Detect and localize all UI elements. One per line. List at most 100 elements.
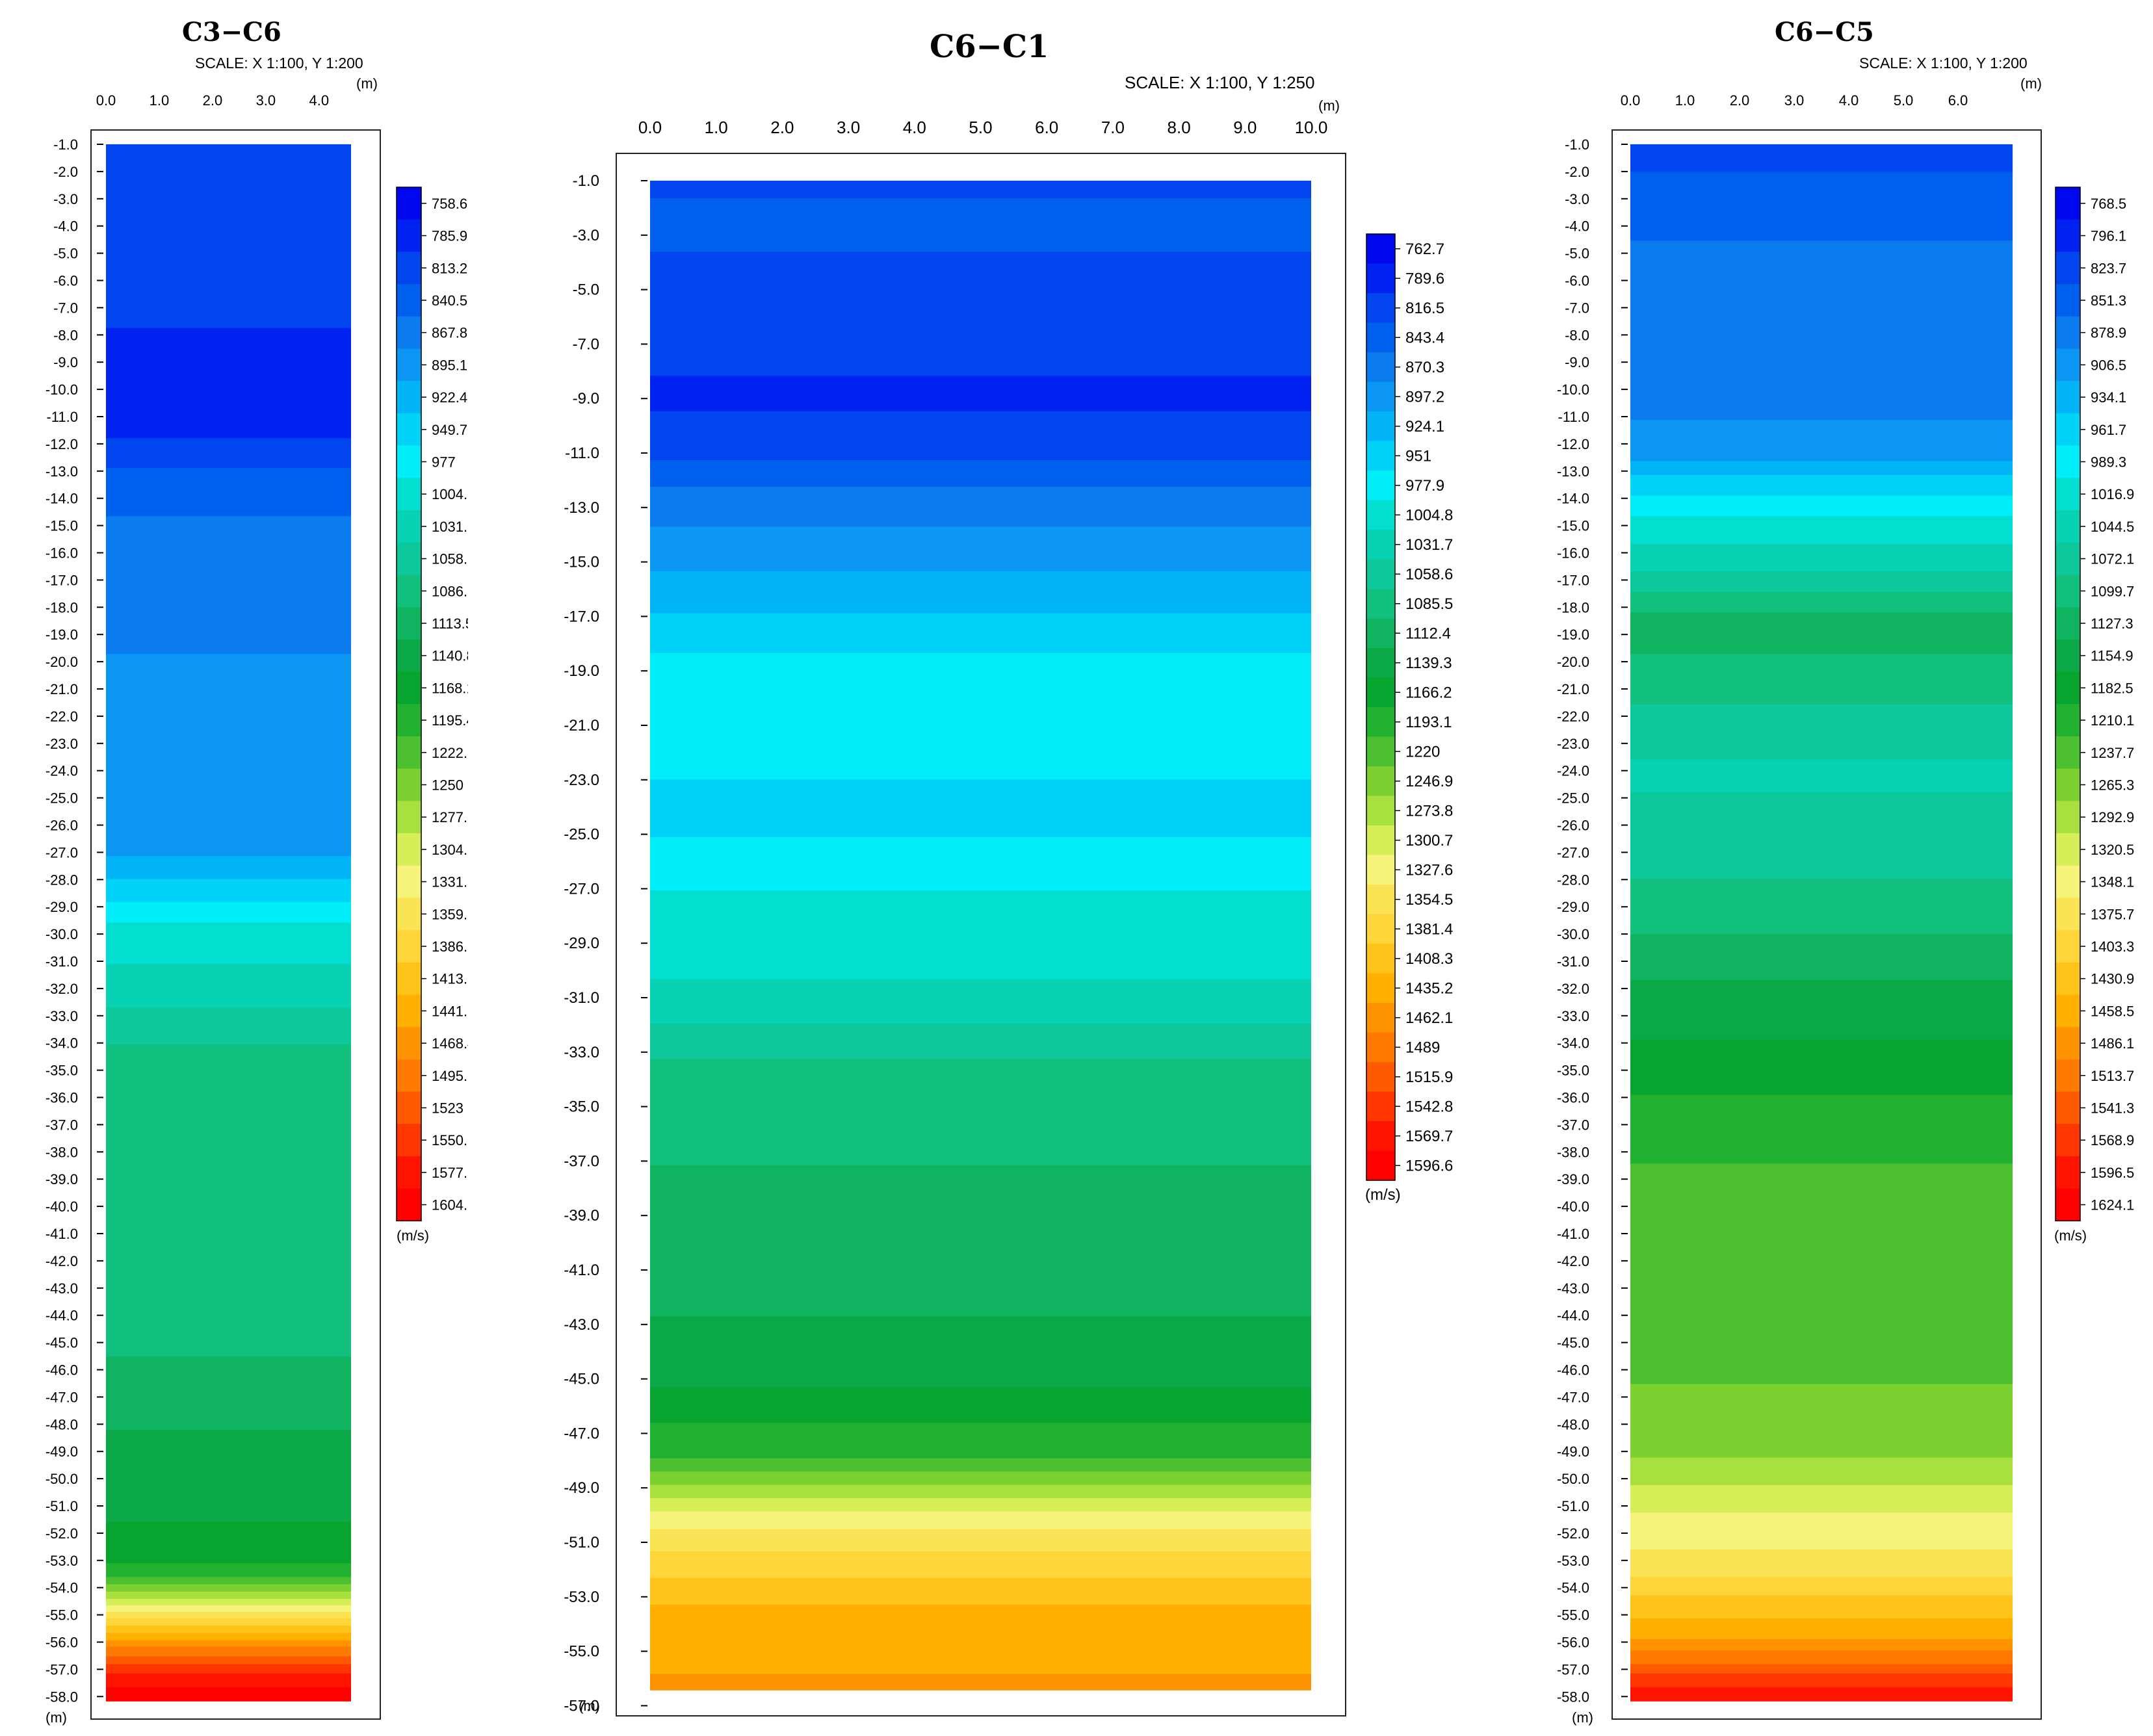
velocity-band xyxy=(650,411,1311,421)
y-tick-label: -31.0 xyxy=(46,953,78,970)
velocity-band xyxy=(106,1668,351,1674)
velocity-band xyxy=(1630,1081,2013,1096)
velocity-band xyxy=(1630,516,2013,524)
y-tick-label: -5.0 xyxy=(1565,246,1589,262)
colorbar-swatch xyxy=(2055,671,2080,705)
velocity-band xyxy=(106,392,351,402)
velocity-band xyxy=(106,488,351,497)
velocity-band xyxy=(650,837,1311,847)
velocity-band xyxy=(1630,1668,2013,1674)
colorbar-swatch xyxy=(1366,293,1395,324)
y-tick-label: -7.0 xyxy=(53,300,78,316)
y-tick-label: -53.0 xyxy=(564,1588,599,1606)
velocity-band xyxy=(650,1638,1311,1646)
velocity-band xyxy=(650,420,1311,430)
velocity-band xyxy=(650,653,1311,660)
y-axis-unit: (m) xyxy=(579,1698,600,1714)
velocity-band xyxy=(1630,1625,2013,1633)
velocity-band xyxy=(650,1387,1311,1397)
velocity-band xyxy=(650,1684,1311,1691)
panel-c3-c6: C3−C6 SCALE: X 1:100, Y 1:200 (m) 0.0 1.0… xyxy=(0,0,468,1736)
velocity-band xyxy=(650,1299,1311,1317)
velocity-band xyxy=(650,207,1311,217)
colorbar-swatch xyxy=(1366,1062,1395,1093)
velocity-band xyxy=(1630,1356,2013,1371)
colorbar-label: 1331.9 xyxy=(432,874,468,890)
y-tick-label: -27.0 xyxy=(564,880,599,898)
velocity-band xyxy=(106,438,351,448)
velocity-band xyxy=(650,1657,1311,1664)
velocity-band xyxy=(106,695,351,723)
velocity-band xyxy=(106,1163,351,1192)
velocity-band xyxy=(650,1440,1311,1450)
panel-c6-c1: C6−C1 SCALE: X 1:100, Y 1:250 (m) 0.0 1.0… xyxy=(564,29,1453,1717)
x-tick-label: 2.0 xyxy=(203,92,223,109)
y-tick-label: -3.0 xyxy=(53,191,78,207)
velocity-band xyxy=(1630,470,2013,476)
colorbar-swatch xyxy=(397,736,421,770)
velocity-band xyxy=(1630,1067,2013,1082)
velocity-band xyxy=(106,879,351,885)
velocity-band xyxy=(1630,952,2013,963)
velocity-band xyxy=(1630,564,2013,572)
velocity-band xyxy=(650,1015,1311,1024)
velocity-band xyxy=(650,1280,1311,1299)
colorbar-swatch xyxy=(2055,833,2080,866)
velocity-band xyxy=(650,1598,1311,1605)
velocity-band xyxy=(106,1007,351,1018)
velocity-band xyxy=(650,1604,1311,1612)
velocity-band xyxy=(650,1023,1311,1033)
y-tick-label: -36.0 xyxy=(1557,1090,1589,1106)
velocity-band xyxy=(106,1584,351,1589)
colorbar-frame xyxy=(1366,233,1396,1181)
velocity-band xyxy=(650,1405,1311,1415)
y-axis: -1.0 -3.0 -5.0 -7.0 -9.0 -11.0 -13.0 -15.0 -17.0… xyxy=(564,172,647,1715)
colorbar-label: 1210.1 xyxy=(2091,712,2134,729)
y-tick-label: -23.0 xyxy=(564,771,599,789)
velocity-band xyxy=(1630,660,2013,669)
colorbar-swatch xyxy=(397,478,421,511)
colorbar-label: 1495.7 xyxy=(432,1068,468,1084)
velocity-band xyxy=(650,726,1311,740)
velocity-band xyxy=(106,989,351,999)
velocity-band xyxy=(106,1656,351,1661)
velocity-band xyxy=(1630,296,2013,311)
velocity-band xyxy=(106,383,351,393)
colorbar-swatch xyxy=(2055,768,2080,801)
colorbar-label: 1166.2 xyxy=(1405,684,1452,701)
velocity-band xyxy=(650,1076,1311,1087)
velocity-band xyxy=(650,633,1311,641)
velocity-band xyxy=(1630,461,2013,467)
velocity-band xyxy=(106,1411,351,1421)
velocity-band xyxy=(650,779,1311,794)
velocity-band xyxy=(650,480,1311,487)
velocity-band xyxy=(106,227,351,242)
velocity-band xyxy=(106,1678,351,1683)
colorbar-label: 1031.6 xyxy=(432,519,468,535)
velocity-band xyxy=(1630,1200,2013,1219)
velocity-band xyxy=(650,1316,1311,1335)
velocity-band xyxy=(106,1219,351,1247)
velocity-band xyxy=(650,1494,1311,1499)
velocity-band xyxy=(1630,551,2013,558)
y-tick-label: -25.0 xyxy=(46,790,78,807)
y-tick-label: -17.0 xyxy=(46,572,78,588)
velocity-band xyxy=(650,260,1311,270)
velocity-band xyxy=(650,1668,1311,1675)
velocity-band xyxy=(106,909,351,916)
velocity-band xyxy=(106,851,351,857)
y-tick-label: -41.0 xyxy=(564,1262,599,1279)
y-tick-label: -2.0 xyxy=(1565,164,1589,180)
velocity-band xyxy=(106,318,351,329)
velocity-band xyxy=(650,506,1311,514)
velocity-band xyxy=(106,1301,351,1312)
velocity-band xyxy=(650,1644,1311,1652)
velocity-band xyxy=(106,429,351,439)
velocity-field xyxy=(106,144,351,1702)
velocity-band xyxy=(106,516,351,524)
velocity-band xyxy=(106,842,351,848)
velocity-band xyxy=(106,1682,351,1688)
colorbar-label: 785.9 xyxy=(432,228,467,244)
velocity-band xyxy=(1630,1039,2013,1054)
y-tick-label: -56.0 xyxy=(46,1635,78,1651)
